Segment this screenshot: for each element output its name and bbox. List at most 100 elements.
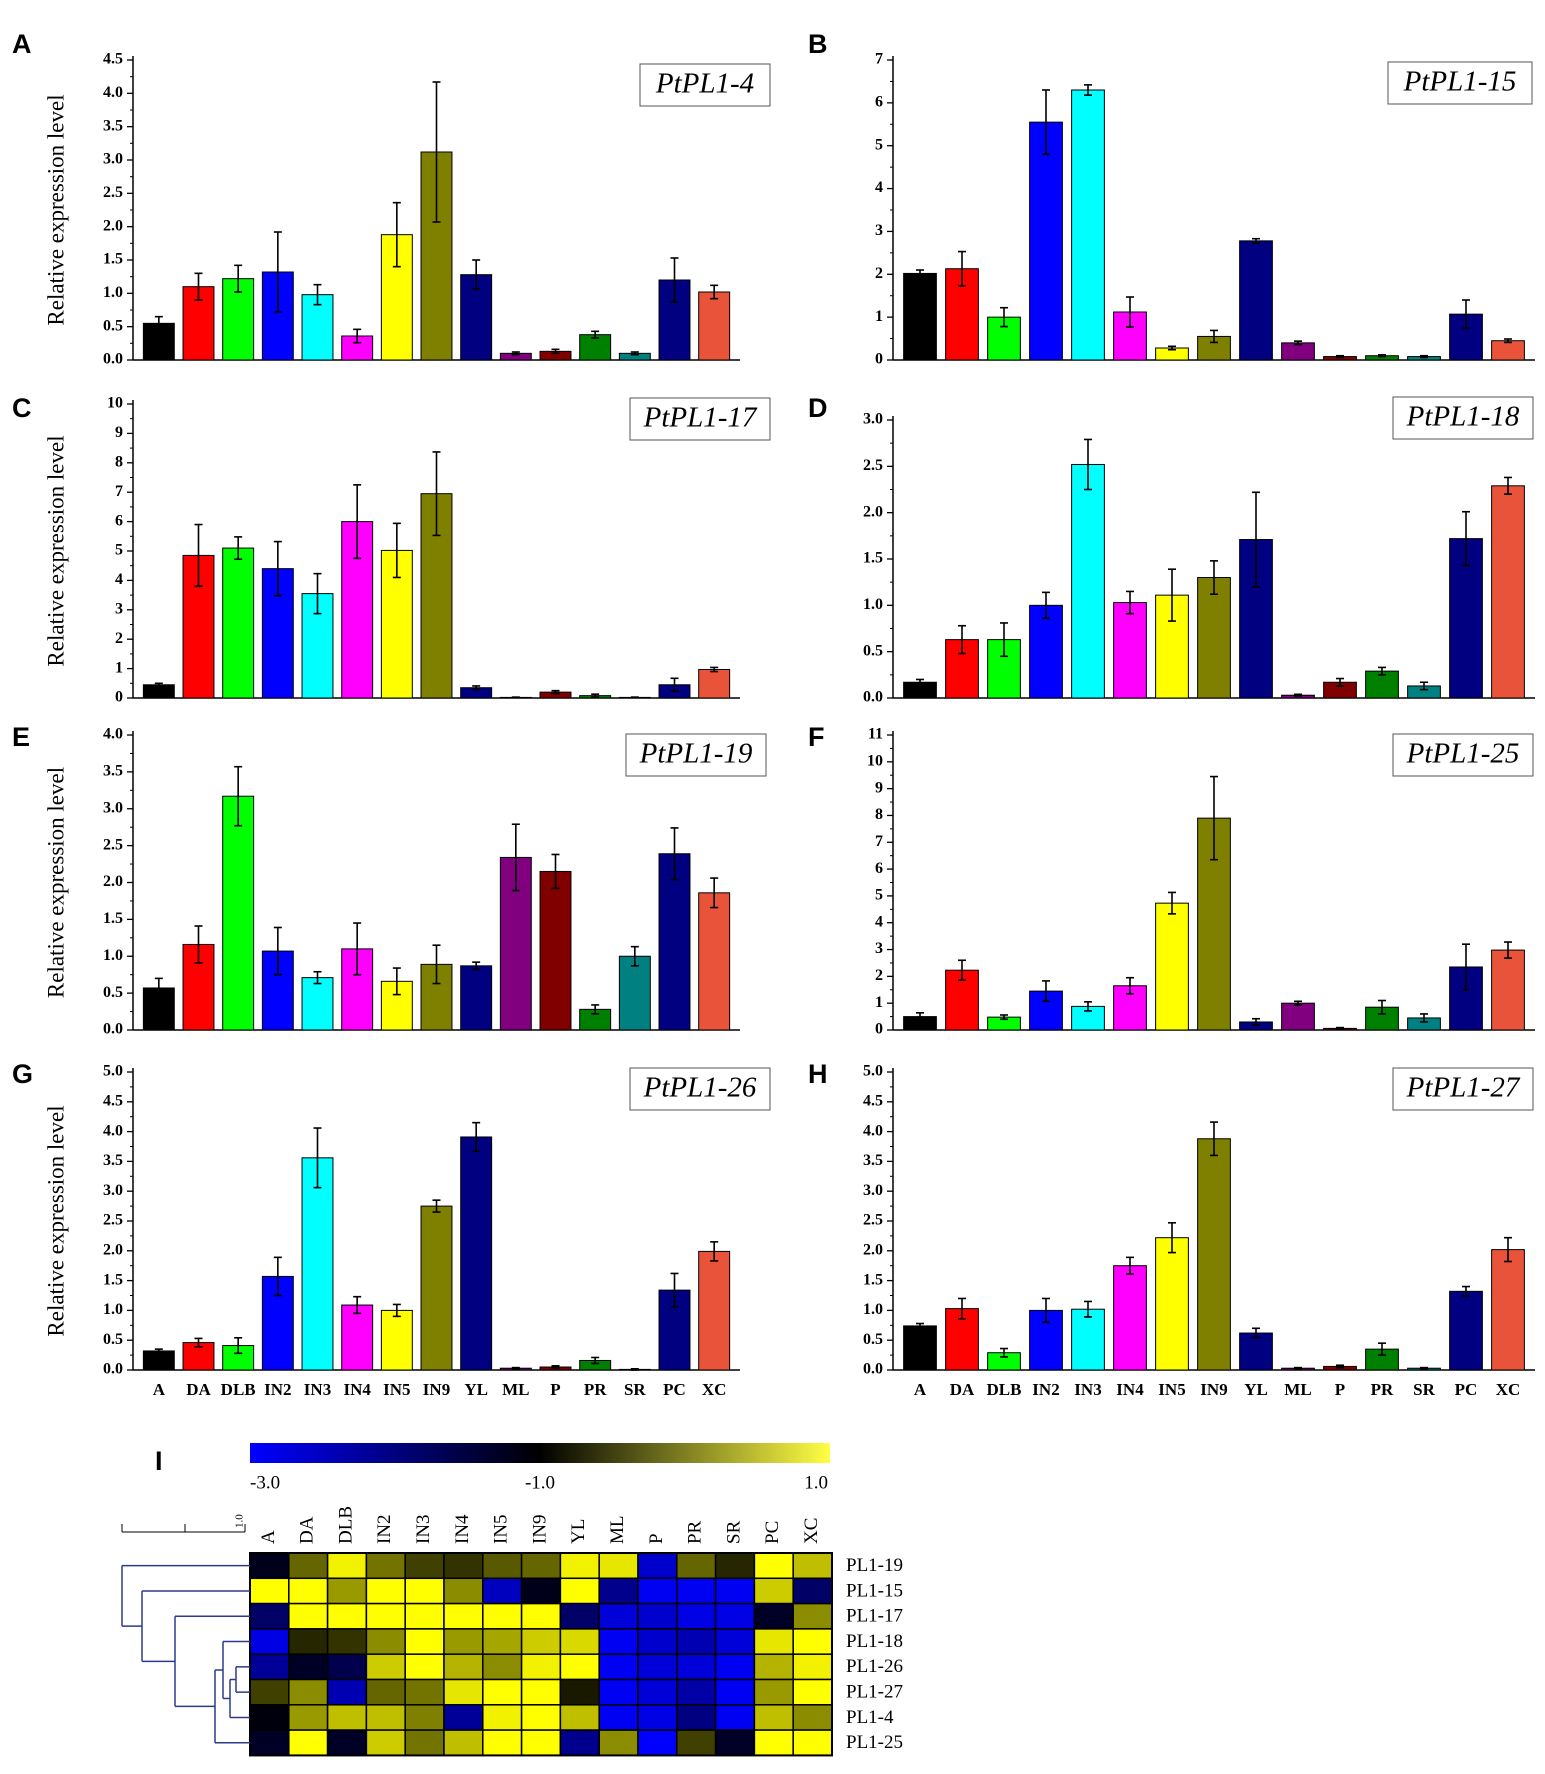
y-tick-label: 0.5 bbox=[103, 317, 123, 334]
heatmap-cell bbox=[288, 1552, 329, 1580]
heatmap-col-label: IN2 bbox=[374, 1514, 395, 1544]
y-tick-label: 0.0 bbox=[863, 689, 883, 706]
y-tick-label: 1.5 bbox=[103, 1271, 123, 1288]
x-tick-label: PC bbox=[1455, 1380, 1478, 1399]
heatmap-cell bbox=[326, 1653, 368, 1681]
heatmap-cell bbox=[404, 1552, 445, 1580]
heatmap-cell bbox=[676, 1653, 717, 1681]
y-tick-label: 1 bbox=[875, 308, 883, 325]
heatmap-cell bbox=[365, 1602, 406, 1630]
heatmap-col-label: IN3 bbox=[413, 1514, 434, 1544]
heatmap-cell bbox=[288, 1602, 329, 1630]
y-tick-label: 4 bbox=[115, 571, 123, 588]
bar-IN2 bbox=[1029, 604, 1063, 699]
bar-chart-panel-C: C 0 1 2 3 4 5 6 7 8 9 10 Relative expression level Pt… bbox=[12, 393, 771, 706]
heatmap-col-label: XC bbox=[801, 1518, 822, 1544]
y-tick-label: 6 bbox=[115, 512, 123, 529]
x-tick-label: DA bbox=[950, 1380, 975, 1399]
bar-DLB bbox=[222, 547, 255, 699]
heatmap-cell bbox=[443, 1552, 484, 1580]
heatmap-cell bbox=[559, 1552, 600, 1580]
heatmap-cell bbox=[637, 1678, 678, 1706]
heatmap-cell bbox=[559, 1577, 600, 1605]
x-tick-label: P bbox=[1335, 1380, 1345, 1399]
y-tick-label: 2.0 bbox=[103, 1241, 123, 1258]
title-box bbox=[629, 1067, 771, 1111]
x-tick-label: P bbox=[550, 1380, 560, 1399]
y-tick-label: 4.5 bbox=[863, 1092, 883, 1109]
bar-IN9 bbox=[1197, 1138, 1231, 1371]
bar-P bbox=[539, 870, 572, 1031]
bar-IN5 bbox=[380, 1309, 413, 1371]
x-tick-label: ML bbox=[1284, 1380, 1311, 1399]
y-tick-label: 3.0 bbox=[863, 411, 883, 428]
heatmap-cell bbox=[598, 1602, 639, 1630]
heatmap-cell bbox=[520, 1602, 562, 1630]
y-tick-label: 4.5 bbox=[103, 1092, 123, 1109]
heatmap-cell bbox=[714, 1704, 756, 1731]
y-tick-label: 10 bbox=[867, 752, 883, 769]
chart-title: PtPL1-26 bbox=[643, 1072, 757, 1104]
y-tick-label: 0.0 bbox=[103, 1021, 123, 1038]
heatmap-row-label: PL1-26 bbox=[846, 1656, 903, 1677]
heatmap-cell bbox=[637, 1628, 678, 1655]
heatmap-cell bbox=[520, 1628, 562, 1655]
heatmap-cell bbox=[288, 1628, 329, 1655]
y-tick-label: 1.0 bbox=[863, 1301, 883, 1318]
heatmap-cell bbox=[714, 1552, 756, 1580]
x-tick-label: YL bbox=[464, 1380, 488, 1399]
heatmap-row-label: PL1-19 bbox=[846, 1555, 903, 1576]
y-tick-label: 5.0 bbox=[863, 1063, 883, 1080]
chart-title: PtPL1-17 bbox=[643, 402, 758, 434]
y-tick-label: 0.0 bbox=[863, 1361, 883, 1378]
y-tick-label: 5 bbox=[875, 887, 883, 904]
heatmap-cell bbox=[404, 1678, 445, 1706]
bar-chart-panel-F: F 0 1 2 3 4 5 6 7 8 9 10 11 PtPL1-25 bbox=[808, 722, 1535, 1038]
y-tick-label: 7 bbox=[875, 51, 883, 68]
heatmap-cell bbox=[404, 1729, 445, 1757]
heatmap-cell bbox=[404, 1577, 445, 1605]
y-tick-label: 1.0 bbox=[103, 947, 123, 964]
heatmap-col-label: DA bbox=[297, 1516, 318, 1544]
y-tick-label: 3 bbox=[115, 600, 123, 617]
heatmap-cell bbox=[598, 1678, 639, 1706]
bar-IN5 bbox=[1155, 902, 1189, 1031]
heatmap-cell bbox=[714, 1653, 756, 1681]
y-tick-label: 1 bbox=[875, 994, 883, 1011]
heatmap-col-label: SR bbox=[723, 1520, 744, 1544]
bar-IN3 bbox=[301, 977, 334, 1031]
bar-A bbox=[142, 1350, 175, 1371]
x-tick-label: SR bbox=[1413, 1380, 1435, 1399]
y-tick-label: 2.5 bbox=[103, 1212, 123, 1229]
bar-IN2 bbox=[1029, 121, 1063, 361]
heatmap-cell bbox=[249, 1552, 290, 1580]
heatmap-cell bbox=[443, 1602, 484, 1630]
heatmap-cell bbox=[637, 1602, 678, 1630]
bar-XC bbox=[1491, 949, 1525, 1031]
heatmap-cell bbox=[598, 1628, 639, 1655]
bar-YL bbox=[1239, 1332, 1273, 1371]
bar-A bbox=[903, 1325, 937, 1371]
panel-letter: D bbox=[808, 393, 828, 423]
heatmap-cell bbox=[753, 1729, 794, 1757]
heatmap-cell bbox=[598, 1653, 639, 1681]
heatmap-cell bbox=[792, 1577, 833, 1605]
heatmap-cell bbox=[559, 1678, 600, 1706]
y-tick-label: 6 bbox=[875, 860, 883, 877]
heatmap-cell bbox=[559, 1653, 600, 1681]
title-box bbox=[625, 733, 767, 777]
x-tick-label: ML bbox=[502, 1380, 529, 1399]
heatmap-cell bbox=[443, 1653, 484, 1681]
heatmap-cell bbox=[326, 1602, 368, 1630]
x-tick-label: DA bbox=[186, 1380, 211, 1399]
heatmap-cell bbox=[365, 1552, 406, 1580]
y-tick-label: 8 bbox=[115, 453, 123, 470]
heatmap-cell bbox=[443, 1729, 484, 1757]
heatmap-cell bbox=[365, 1678, 406, 1706]
y-tick-label: 1.0 bbox=[103, 284, 123, 301]
y-tick-label: 2 bbox=[875, 967, 883, 984]
y-tick-label: 4 bbox=[875, 913, 883, 930]
chart-title: PtPL1-4 bbox=[655, 68, 754, 100]
heatmap-cell bbox=[482, 1602, 523, 1630]
heatmap-row-label: PL1-15 bbox=[846, 1580, 903, 1601]
